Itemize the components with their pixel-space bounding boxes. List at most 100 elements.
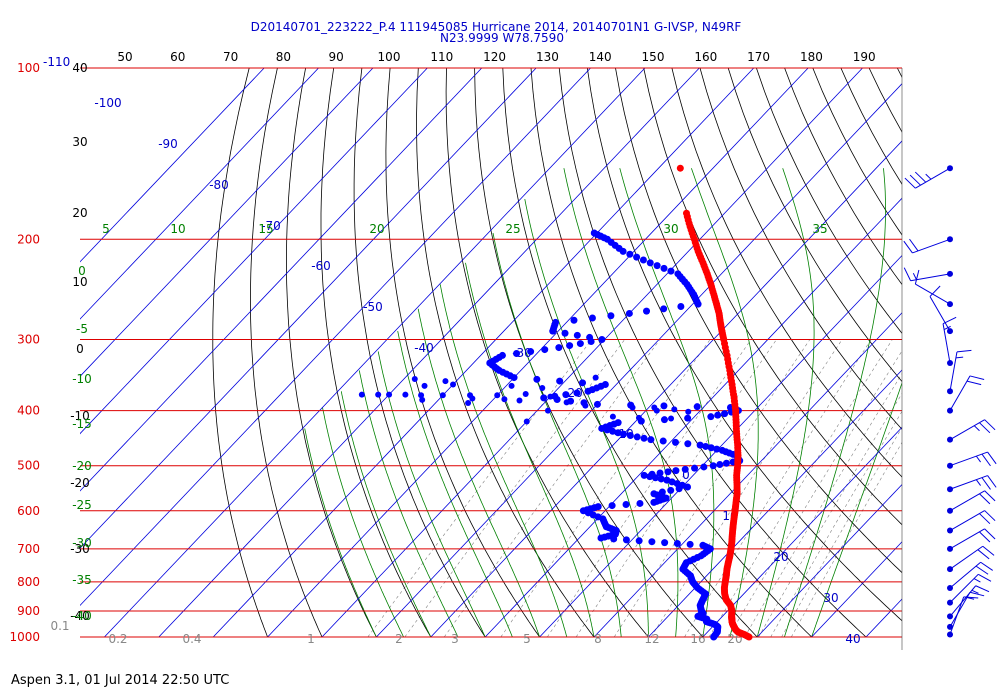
fahrenheit-label: 30	[72, 135, 87, 149]
dewpoint-point	[540, 394, 548, 402]
pressure-label: 900	[17, 604, 40, 618]
isotherm-line	[430, 140, 902, 638]
wind-barb-staff	[949, 351, 958, 392]
mixing-ratio-label: 3	[451, 632, 459, 646]
pressure-label: 100	[17, 61, 40, 75]
wind-barb-staff	[910, 273, 951, 282]
dewpoint-point	[667, 486, 675, 494]
dry-adiabat-line	[445, 68, 649, 638]
dewpoint-point	[636, 499, 644, 507]
dewpoint-point	[633, 433, 641, 441]
fahrenheit-label: 10	[72, 275, 87, 289]
wind-barb-flag	[903, 240, 913, 254]
top-temperature-label: 190	[853, 50, 876, 64]
dewpoint-sparse-point	[592, 374, 599, 381]
mixing-ratio-label: 1	[307, 632, 315, 646]
dewpoint-point	[620, 430, 628, 438]
left-moist-label: -30	[72, 536, 92, 550]
dewpoint-series	[358, 229, 744, 641]
wind-barb-flag	[914, 269, 920, 285]
dewpoint-sparse-point	[685, 408, 692, 415]
wind-barb-flag	[909, 174, 921, 186]
isotherm-line	[920, 68, 1000, 637]
fahrenheit-label: 20	[72, 206, 87, 220]
dewpoint-point	[533, 375, 541, 383]
left-moist-label: 0	[78, 264, 86, 278]
moist-adiabat-line	[563, 168, 679, 638]
wind-barb-half-flag	[971, 589, 979, 594]
mixing-ratio-line	[770, 410, 902, 638]
isotherm-line	[648, 369, 902, 638]
wind-barb	[947, 475, 997, 493]
dewpoint-sparse-point	[469, 395, 476, 402]
wind-barb-flag	[979, 422, 991, 434]
wind-barb-half-flag	[975, 455, 981, 463]
dewpoint-point	[570, 316, 578, 324]
dewpoint-sparse-point	[609, 413, 616, 420]
dewpoint-point	[586, 333, 594, 341]
dewpoint-sparse-point	[439, 392, 446, 399]
dewpoint-point	[709, 462, 717, 470]
dewpoint-point	[607, 312, 615, 320]
isotherm-line	[376, 83, 902, 638]
isotherm-line	[158, 68, 700, 638]
wind-barb-flag	[987, 451, 997, 465]
dewpoint-point	[566, 342, 574, 350]
dewpoint-point	[659, 437, 667, 445]
dewpoint-sparse-point	[547, 393, 554, 400]
wind-barb-flag	[982, 545, 995, 556]
dewpoint-point	[721, 410, 729, 418]
mixing-ratio-line	[781, 427, 902, 638]
wind-barb-staff	[949, 490, 985, 512]
dewpoint-point	[622, 501, 630, 509]
left-moist-label: -15	[72, 417, 92, 431]
wind-barb	[947, 419, 996, 443]
moist-adiabat-line	[377, 351, 486, 638]
wind-barb	[914, 269, 953, 308]
wind-barb-flag	[903, 267, 912, 281]
isotherm-label: -60	[311, 259, 331, 273]
dewpoint-sparse-point	[358, 391, 365, 398]
dewpoint-point	[633, 253, 641, 261]
dry-adiabat-line	[982, 68, 1000, 637]
pressure-label: 1000	[9, 630, 40, 644]
isotherm-line	[212, 68, 755, 638]
mixing-ratio-label: 0.1	[50, 619, 69, 633]
dry-adiabat-line	[249, 68, 323, 638]
dry-adiabat-line	[954, 68, 1000, 637]
dewpoint-sparse-point	[501, 396, 508, 403]
dewpoint-point	[648, 538, 656, 546]
dewpoint-point	[673, 540, 681, 548]
mixing-ratio-line	[575, 339, 777, 638]
dewpoint-point	[653, 262, 661, 270]
dry-adiabat-line	[385, 68, 540, 638]
isotherm-line	[80, 68, 483, 492]
dewpoint-sparse-point	[544, 407, 551, 414]
dewpoint-sparse-point	[671, 406, 678, 413]
isotherm-line	[80, 68, 374, 377]
mixing-ratio-label: 8	[594, 632, 602, 646]
wind-barb	[903, 236, 953, 254]
top-temperature-label: 90	[329, 50, 344, 64]
top-temperature-label: 170	[747, 50, 770, 64]
dewpoint-point	[684, 414, 692, 422]
wind-barb	[947, 528, 996, 552]
wind-barb-staff	[949, 592, 971, 628]
isotherm-label: -70	[261, 219, 281, 233]
dewpoint-point	[593, 400, 601, 408]
dewpoint-point	[626, 250, 634, 258]
fahrenheit-label: -10	[70, 409, 90, 423]
pressure-label: 400	[17, 404, 40, 418]
wind-barb	[947, 510, 996, 534]
dewpoint-point	[722, 459, 730, 467]
dewpoint-point	[657, 475, 665, 483]
wind-barb-staff	[912, 238, 951, 254]
top-temperature-label: 100	[378, 50, 401, 64]
isotherm-line	[80, 68, 428, 435]
dewpoint-point	[614, 429, 622, 437]
wind-barb-staff	[949, 510, 985, 531]
footer-text: Aspen 3.1, 01 Jul 2014 22:50 UTC	[11, 673, 230, 688]
dewpoint-point	[573, 389, 581, 397]
moist-adiabat-label: 10	[170, 222, 185, 236]
wind-barb-flag	[984, 419, 996, 431]
